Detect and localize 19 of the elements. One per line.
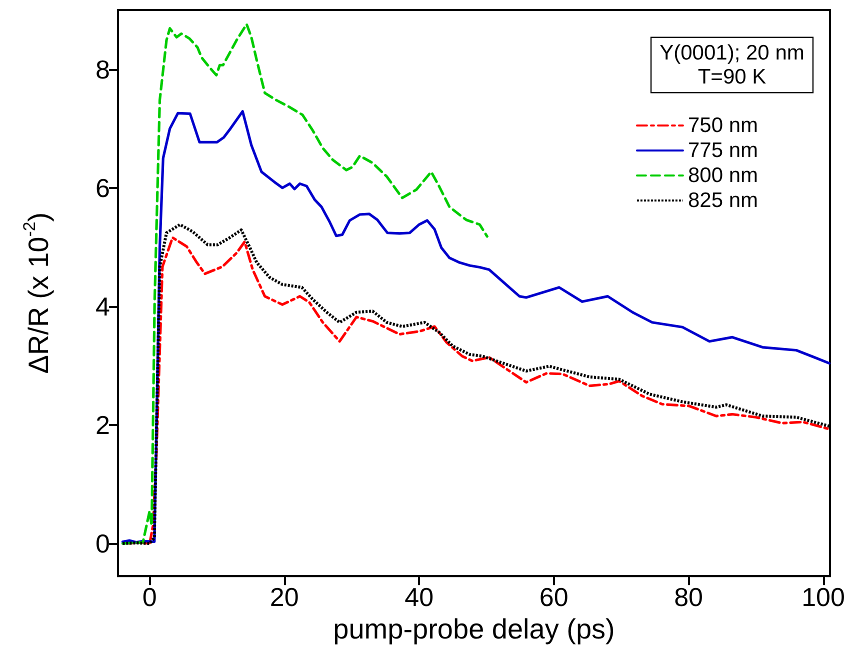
y-tick-label: 2 xyxy=(96,410,110,440)
legend-label: 775 nm xyxy=(688,139,758,162)
y-tick-label: 4 xyxy=(96,291,110,322)
legend-label: 825 nm xyxy=(688,189,758,212)
y-axis-title: ΔR/R (x 10-2) xyxy=(20,212,54,374)
x-axis-title: pump-probe delay (ps) xyxy=(333,614,615,644)
legend-label: 800 nm xyxy=(688,164,758,187)
legend-label: 750 nm xyxy=(688,114,758,137)
x-tick-label: 60 xyxy=(539,582,568,612)
x-tick-label: 20 xyxy=(270,582,299,612)
x-tick-label: 40 xyxy=(404,582,434,612)
line-series xyxy=(121,22,488,545)
x-tick-label: 100 xyxy=(802,582,845,612)
x-tick-label: 0 xyxy=(142,582,157,612)
y-tick-label: 6 xyxy=(96,172,110,203)
annotation: Y(0001); 20 nm T=90 K xyxy=(660,42,804,88)
y-tick-label: 0 xyxy=(96,528,110,558)
x-tick-label: 80 xyxy=(674,582,704,612)
y-tick-label: 8 xyxy=(96,54,110,84)
